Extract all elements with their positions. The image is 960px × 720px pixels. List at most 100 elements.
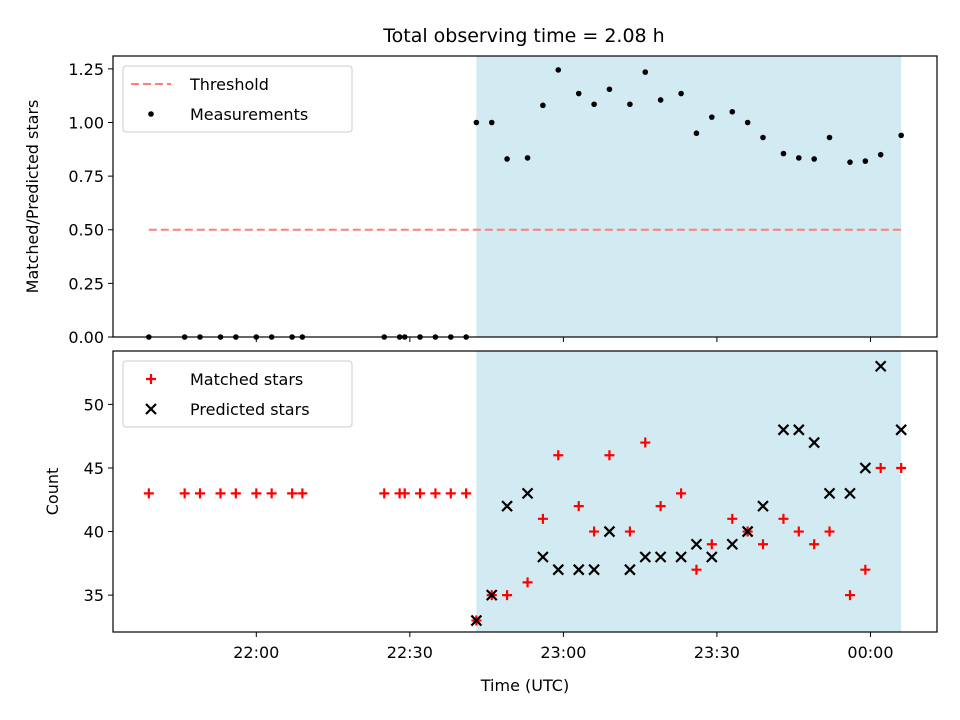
matched-star-point bbox=[553, 450, 564, 461]
y-tick-label: 1.25 bbox=[68, 60, 104, 79]
matched-star-point bbox=[676, 488, 687, 499]
matched-star-point bbox=[461, 488, 472, 499]
observing-span bbox=[476, 56, 902, 337]
measurement-point bbox=[473, 119, 480, 126]
count-panel: 35 40 45 50 22:00 22:30 23:00 23:30 00:00 Count Ti… bbox=[43, 350, 938, 695]
legend-box bbox=[122, 65, 353, 133]
predicted-star-point bbox=[726, 538, 739, 551]
matched-star-point bbox=[727, 513, 738, 524]
matched-star-point bbox=[399, 488, 410, 499]
y-axis-label: Matched/Predicted stars bbox=[23, 100, 42, 294]
matched-star-point bbox=[445, 488, 456, 499]
matched-star-point bbox=[778, 513, 789, 524]
predicted-star-point bbox=[521, 487, 534, 500]
measurement-point bbox=[575, 90, 582, 97]
x-tick-label: 00:00 bbox=[847, 643, 893, 662]
matched-star-point bbox=[691, 564, 702, 575]
axes-frame bbox=[112, 55, 938, 338]
matched-star-point bbox=[706, 539, 717, 550]
ratio-panel: 0.00 0.25 0.50 0.75 1.00 1.25 Matched/Predicte… bbox=[23, 55, 938, 347]
x-tick-label: 23:30 bbox=[694, 643, 740, 662]
predicted-star-point bbox=[603, 525, 616, 538]
measurement-point bbox=[709, 114, 715, 120]
matched-star-point bbox=[266, 488, 277, 499]
matched-star-point bbox=[655, 501, 666, 512]
predicted-star-point bbox=[741, 525, 754, 538]
legend-measurement-handle bbox=[148, 111, 154, 117]
matched-star-point bbox=[860, 564, 871, 575]
measurement-point bbox=[760, 134, 766, 141]
predicted-star-point bbox=[588, 563, 600, 576]
matched-star-point bbox=[195, 488, 206, 499]
predicted-star-point bbox=[757, 500, 769, 512]
matched-star-point bbox=[297, 488, 308, 499]
measurement-point bbox=[555, 67, 562, 73]
predicted-star-point bbox=[777, 424, 790, 436]
measurement-point bbox=[862, 158, 869, 164]
measurement-point bbox=[898, 132, 904, 139]
matched-star-point bbox=[230, 488, 241, 499]
matched-star-point bbox=[522, 577, 533, 588]
matched-star-point bbox=[215, 488, 226, 499]
x-axis-label: Time (UTC) bbox=[480, 676, 569, 695]
predicted-star-point bbox=[552, 563, 565, 576]
y-tick-label: 45 bbox=[84, 459, 104, 478]
y-tick-label: 1.00 bbox=[68, 113, 104, 132]
measurement-point bbox=[657, 97, 664, 103]
matched-star-point bbox=[143, 488, 154, 499]
y-tick-label: 0.75 bbox=[68, 167, 104, 186]
measurement-point bbox=[877, 151, 884, 158]
observing-span bbox=[476, 351, 902, 632]
axes-frame bbox=[112, 350, 938, 633]
x-tick-label: 23:00 bbox=[540, 643, 586, 662]
measurement-point bbox=[847, 159, 853, 165]
predicted-star-point bbox=[706, 551, 718, 563]
matched-star-point bbox=[287, 488, 298, 499]
predicted-star-point bbox=[808, 436, 820, 449]
predicted-star-point bbox=[470, 614, 483, 627]
measurement-point bbox=[504, 156, 510, 162]
predicted-star-point bbox=[874, 360, 887, 373]
predicted-star-point bbox=[675, 551, 687, 563]
y-tick-label: 0.00 bbox=[68, 328, 104, 347]
measurement-point bbox=[678, 90, 684, 97]
legend-label: Matched stars bbox=[190, 370, 303, 389]
y-axis-label: Count bbox=[43, 468, 62, 516]
matched-star-point bbox=[537, 513, 548, 524]
measurement-point bbox=[524, 155, 531, 161]
figure-title: Total observing time = 2.08 h bbox=[382, 25, 664, 47]
measurement-point bbox=[744, 119, 751, 126]
measurement-point bbox=[826, 134, 833, 141]
legend-box bbox=[122, 360, 353, 428]
predicted-star-point bbox=[895, 424, 907, 436]
measurement-point bbox=[540, 102, 546, 109]
predicted-star-point bbox=[859, 462, 872, 474]
measurement-point bbox=[693, 130, 700, 137]
matched-star-point bbox=[179, 488, 190, 499]
matched-star-point bbox=[809, 539, 820, 550]
legend-label: Predicted stars bbox=[190, 400, 310, 419]
predicted-star-point bbox=[690, 538, 703, 551]
measurement-point bbox=[606, 86, 613, 93]
y-tick-label: 0.25 bbox=[68, 274, 104, 293]
matched-star-point bbox=[604, 450, 615, 461]
matched-star-point bbox=[640, 437, 651, 448]
x-tick-label: 22:30 bbox=[387, 643, 433, 662]
legend-matched-handle bbox=[146, 374, 156, 384]
predicted-star-point bbox=[624, 563, 636, 576]
matched-star-point bbox=[757, 539, 768, 550]
predicted-star-point bbox=[639, 551, 652, 563]
predicted-star-point bbox=[537, 551, 549, 563]
matched-star-point bbox=[896, 462, 907, 473]
matched-star-point bbox=[793, 526, 804, 537]
predicted-star-point bbox=[844, 487, 856, 500]
measurement-point bbox=[729, 108, 736, 115]
matched-star-point bbox=[502, 590, 513, 601]
y-tick-label: 0.50 bbox=[68, 221, 104, 240]
matched-star-point bbox=[415, 488, 426, 499]
predicted-star-point bbox=[793, 424, 805, 436]
predicted-star-point bbox=[823, 487, 836, 500]
legend-label: Measurements bbox=[190, 105, 308, 124]
measurement-point bbox=[642, 69, 649, 75]
